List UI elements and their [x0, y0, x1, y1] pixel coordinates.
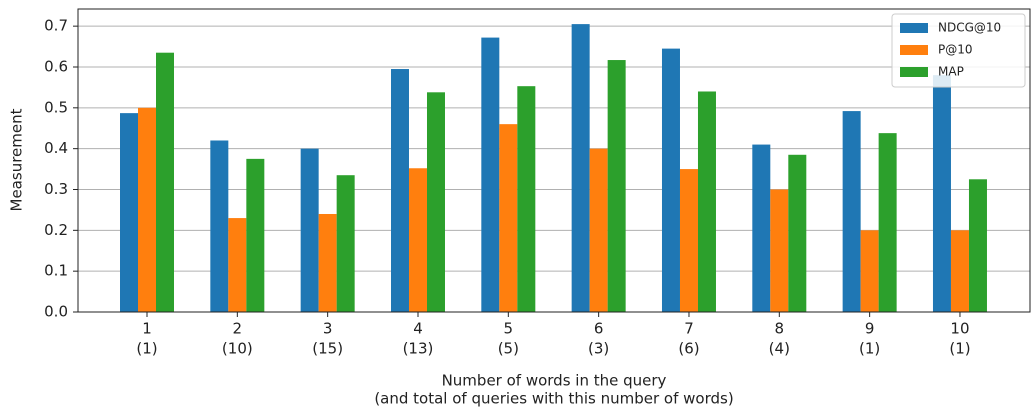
bar [318, 213, 337, 312]
x-tick-sublabel: (13) [403, 340, 434, 358]
x-tick-sublabel: (15) [312, 340, 343, 358]
x-tick-label: 10 [950, 320, 969, 338]
bar [408, 168, 427, 312]
bar [950, 230, 969, 312]
x-tick-sublabel: (1) [949, 340, 970, 358]
x-tick-sublabel: (1) [859, 340, 880, 358]
y-tick-label: 0.6 [44, 57, 68, 75]
x-tick-label: 4 [413, 320, 423, 338]
bar [607, 60, 626, 312]
bar [932, 75, 951, 312]
x-tick-sublabel: (1) [136, 340, 157, 358]
bar [336, 175, 355, 312]
x-tick-sublabel: (4) [769, 340, 790, 358]
bar [228, 218, 247, 312]
bar [571, 24, 590, 313]
legend-swatch [900, 45, 928, 55]
bar [968, 179, 987, 312]
x-tick-label: 3 [323, 320, 333, 338]
bar [300, 148, 319, 312]
bar [120, 113, 138, 312]
legend-label: NDCG@10 [938, 21, 1001, 35]
y-tick-label: 0.1 [44, 262, 68, 280]
bar [390, 69, 409, 312]
y-tick-label: 0.4 [44, 139, 68, 157]
x-tick-label: 7 [684, 320, 694, 338]
x-tick-label: 5 [504, 320, 514, 338]
x-tick-label: 8 [775, 320, 785, 338]
bar [426, 92, 445, 312]
bar [860, 230, 879, 312]
x-tick-sublabel: (6) [678, 340, 699, 358]
bar [138, 107, 156, 312]
bar [697, 91, 716, 312]
x-tick-sublabel: (5) [498, 340, 519, 358]
bar [752, 144, 771, 312]
bar [661, 48, 680, 313]
y-tick-label: 0.0 [44, 303, 68, 321]
bar [481, 37, 500, 313]
legend-label: MAP [938, 65, 964, 79]
x-axis-label: (and total of queries with this number o… [374, 390, 733, 408]
x-tick-label: 6 [594, 320, 604, 338]
bar [788, 154, 807, 312]
plot-frame [77, 8, 1031, 313]
x-tick-sublabel: (3) [588, 340, 609, 358]
y-tick-label: 0.2 [44, 221, 68, 239]
y-tick-label: 0.5 [44, 98, 68, 116]
x-tick-label: 9 [865, 320, 875, 338]
bar [156, 52, 174, 313]
bar [878, 133, 897, 312]
bar [517, 86, 536, 312]
x-tick-label: 1 [142, 320, 152, 338]
y-axis-label: Measurement [8, 108, 26, 211]
bar [589, 148, 608, 312]
y-tick-label: 0.3 [44, 180, 68, 198]
bar [499, 124, 518, 312]
x-tick-sublabel: (10) [222, 340, 253, 358]
bar [210, 140, 229, 312]
bar [770, 189, 789, 312]
bar [246, 158, 265, 312]
bar [679, 169, 698, 312]
x-axis-label: Number of words in the query [442, 372, 667, 390]
bar [842, 111, 861, 312]
legend-swatch [900, 23, 928, 33]
y-tick-label: 0.7 [44, 17, 68, 35]
legend-label: P@10 [938, 43, 973, 57]
legend-swatch [900, 67, 928, 77]
x-tick-label: 2 [233, 320, 243, 338]
